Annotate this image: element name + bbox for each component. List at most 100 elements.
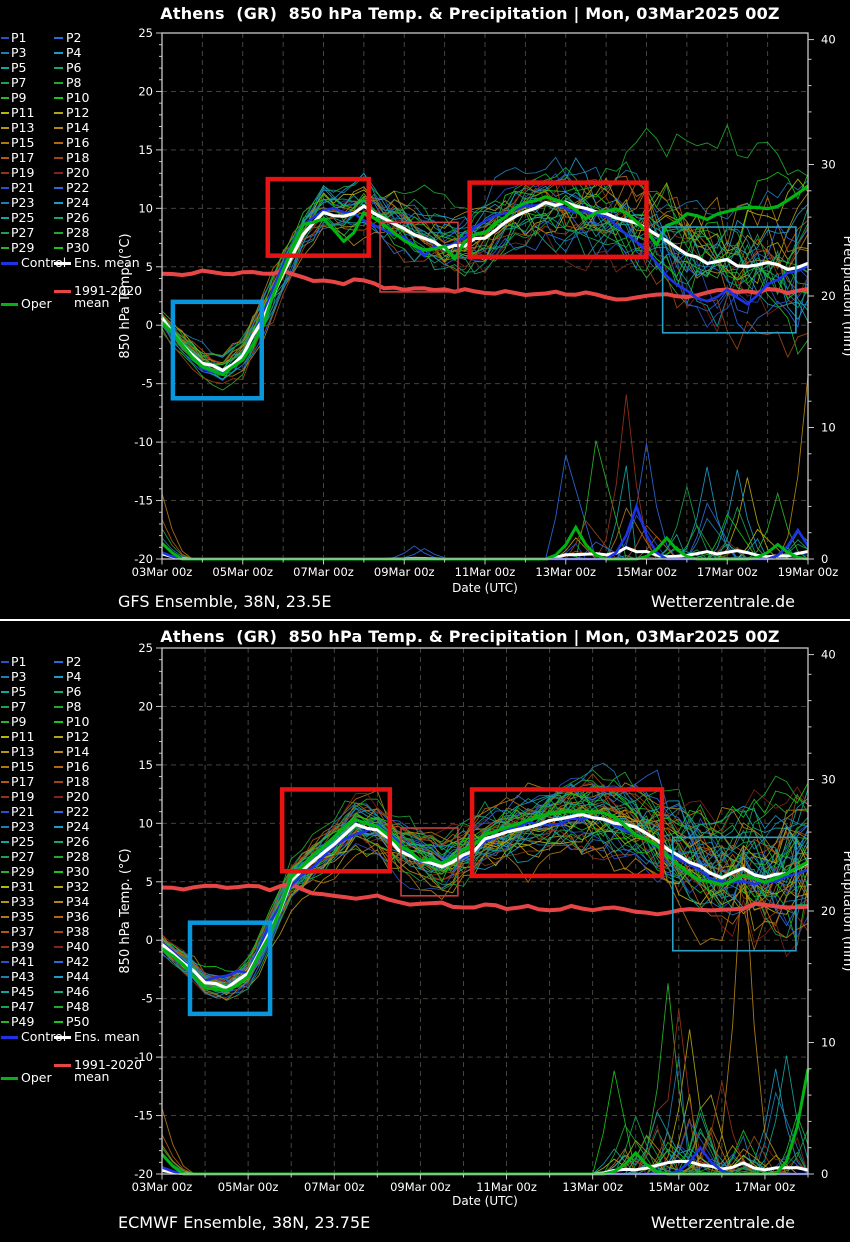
legend-swatch bbox=[54, 1063, 71, 1067]
legend-label: P12 bbox=[66, 729, 90, 744]
legend-label: P18 bbox=[66, 150, 90, 165]
legend-label: Oper bbox=[21, 1069, 52, 1085]
member-temp-line bbox=[161, 179, 809, 357]
y-left-tick-label: 0 bbox=[146, 933, 153, 947]
ecmwf-meteogram-plot: 03Mar 00z 05Mar 00z 07Mar 00z 09Mar 00z 11Ma… bbox=[118, 641, 850, 1194]
y-right-tick-label: 10 bbox=[821, 1036, 836, 1050]
x-axis-title: Date (UTC) bbox=[452, 1194, 518, 1208]
legend-label: P21 bbox=[11, 804, 35, 819]
legend-swatch bbox=[1, 871, 9, 874]
legend-label: P24 bbox=[66, 819, 90, 834]
legend-label: P31 bbox=[11, 879, 35, 894]
x-tick-label: 09Mar 00z bbox=[374, 565, 435, 579]
member-precip-line bbox=[162, 1153, 808, 1175]
legend-label: P30 bbox=[66, 864, 90, 879]
legend-swatch bbox=[1, 841, 9, 844]
legend-swatch bbox=[1, 157, 9, 160]
legend-swatch bbox=[1, 262, 18, 266]
y-left-tick-label: 15 bbox=[138, 758, 153, 772]
y-right-tick-label: 0 bbox=[821, 1167, 828, 1181]
legend-label: P46 bbox=[66, 984, 90, 999]
legend-swatch bbox=[1, 302, 18, 306]
y-right-axis-title: Precipitation (mm) bbox=[840, 851, 850, 972]
y-left-tick-label: 10 bbox=[138, 816, 153, 830]
legend-label: P22 bbox=[66, 804, 90, 819]
legend-swatch bbox=[1, 946, 9, 949]
annotation-box-cyan bbox=[661, 226, 797, 334]
legend-swatch bbox=[54, 1006, 63, 1009]
legend-label: P14 bbox=[66, 120, 90, 135]
legend-label: P45 bbox=[11, 984, 35, 999]
legend-label: P36 bbox=[66, 909, 90, 924]
member-temp-line bbox=[161, 187, 809, 370]
y-left-tick-label: 20 bbox=[138, 699, 153, 713]
legend-label: P1 bbox=[11, 30, 27, 45]
legend-swatch bbox=[1, 886, 9, 889]
y-left-tick-label: -5 bbox=[142, 377, 153, 391]
legend-label: P3 bbox=[11, 669, 27, 684]
legend-swatch bbox=[54, 811, 63, 814]
legend-swatch bbox=[54, 856, 63, 859]
x-tick-label: 03Mar 00z bbox=[132, 1180, 193, 1194]
y-left-tick-label: 25 bbox=[138, 641, 153, 655]
legend-label: P10 bbox=[66, 714, 90, 729]
y-left-tick-label: -20 bbox=[134, 1167, 153, 1181]
annotation-boxes bbox=[170, 176, 797, 401]
legend-label: mean bbox=[74, 1068, 110, 1084]
legend-label: P27 bbox=[11, 849, 35, 864]
tick-labels: 03Mar 00z 05Mar 00z 07Mar 00z 09Mar 00z 11Ma… bbox=[132, 26, 839, 579]
legend-label: mean bbox=[74, 294, 110, 310]
member-precip-line bbox=[162, 1154, 808, 1175]
legend-swatch bbox=[1, 202, 9, 205]
x-tick-label: 11Mar 00z bbox=[455, 565, 516, 579]
gfs-chart-block: Athens (GR) 850 hPa Temp. & Precipitatio… bbox=[0, 0, 850, 619]
legend-label: P13 bbox=[11, 744, 35, 759]
member-temp-line bbox=[161, 797, 809, 983]
legend-swatch bbox=[1, 142, 9, 145]
legend-label: P41 bbox=[11, 954, 35, 969]
legend-label: P37 bbox=[11, 924, 35, 939]
legend-swatch bbox=[1, 232, 9, 235]
legend-label: P19 bbox=[11, 165, 35, 180]
legend-swatch bbox=[54, 691, 63, 694]
legend-label: P10 bbox=[66, 90, 90, 105]
member-precip-line bbox=[162, 1009, 809, 1175]
y-left-tick-label: -15 bbox=[134, 494, 153, 508]
y-right-tick-label: 40 bbox=[821, 648, 836, 662]
legend-swatch bbox=[1, 661, 9, 664]
legend-swatch bbox=[1, 1036, 18, 1040]
x-tick-label: 15Mar 00z bbox=[616, 565, 677, 579]
legend-swatch bbox=[1, 961, 9, 964]
legend-swatch bbox=[1, 1076, 18, 1080]
annotation-boxes bbox=[187, 787, 797, 1017]
legend-swatch bbox=[1, 37, 9, 40]
legend-label: P5 bbox=[11, 684, 27, 699]
legend-label: P15 bbox=[11, 759, 35, 774]
annotation-box-cyan bbox=[671, 836, 797, 952]
x-tick-label: 05Mar 00z bbox=[218, 1180, 279, 1194]
legend-label: P43 bbox=[11, 969, 35, 984]
y-right-tick-label: 20 bbox=[821, 289, 836, 303]
legend-swatch bbox=[54, 676, 63, 679]
member-temp-line bbox=[161, 198, 809, 370]
annotation-box-red bbox=[265, 176, 371, 258]
legend-label: Control bbox=[21, 255, 67, 270]
member-precip-line bbox=[162, 1068, 809, 1175]
legend-swatch bbox=[54, 931, 63, 934]
climate-mean-line bbox=[161, 268, 809, 302]
y-right-tick-label: 0 bbox=[821, 552, 828, 566]
member-precip-line bbox=[162, 1070, 808, 1175]
legend-label: P15 bbox=[11, 135, 35, 150]
y-left-tick-label: -20 bbox=[134, 552, 153, 566]
legend-swatch bbox=[1, 676, 9, 679]
legend-label: P1 bbox=[11, 654, 27, 669]
legend-swatch bbox=[54, 796, 63, 799]
legend-swatch bbox=[54, 736, 63, 739]
legend-swatch bbox=[54, 52, 63, 55]
legend-swatch bbox=[1, 1021, 9, 1024]
legend-swatch bbox=[1, 856, 9, 859]
legend-label: P7 bbox=[11, 75, 27, 90]
y-left-tick-label: -10 bbox=[134, 435, 153, 449]
legend-swatch bbox=[54, 82, 63, 85]
y-left-tick-label: -10 bbox=[134, 1050, 153, 1064]
